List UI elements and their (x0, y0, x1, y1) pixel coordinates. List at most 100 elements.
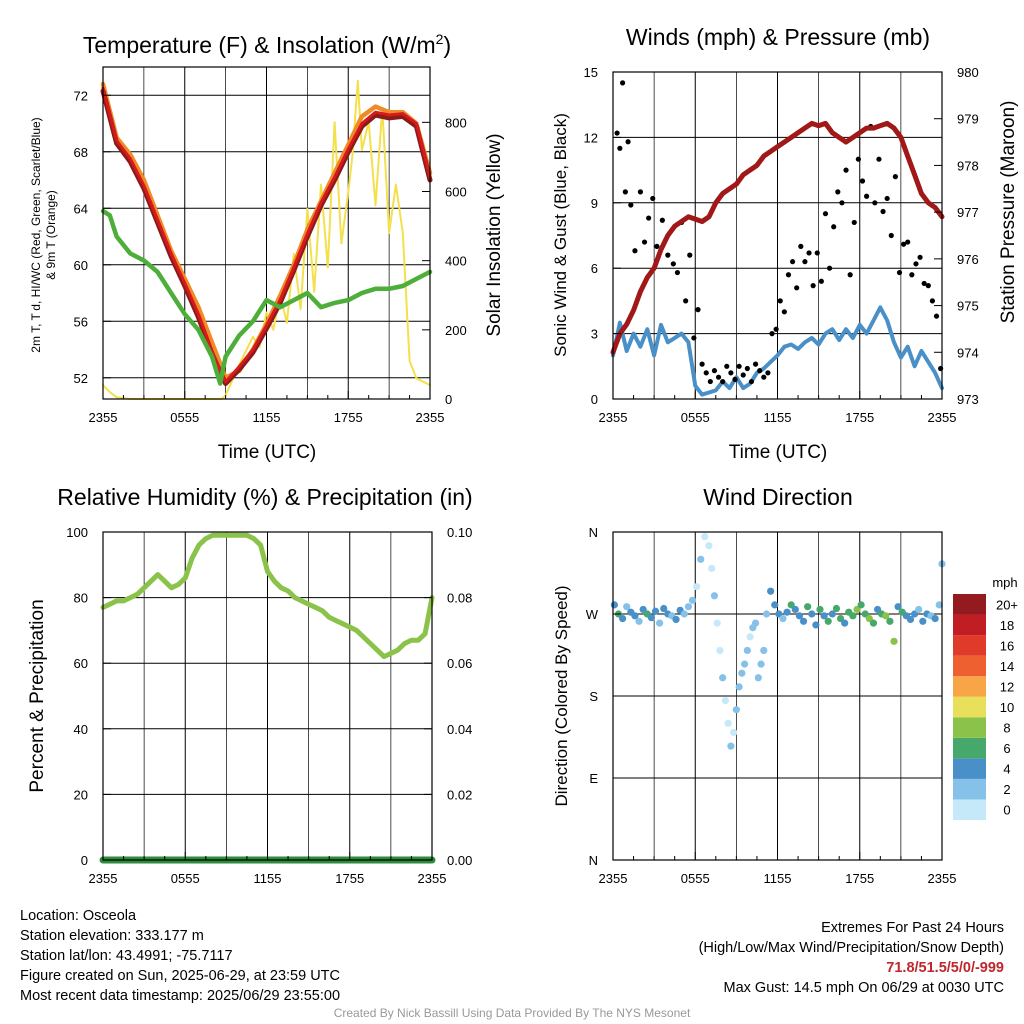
winds-panel: Winds (mph) & Pressure (mb) 2355 0555 1155… (551, 24, 1019, 463)
created-text: Figure created on Sun, 2025-06-29, at 23… (20, 966, 340, 986)
colorbar-label: 18 (1000, 618, 1014, 633)
station-info: Location: Osceola Station elevation: 333… (20, 906, 340, 1006)
gust-point (646, 215, 651, 220)
gust-point (790, 259, 795, 264)
x-tick-label: 1755 (845, 410, 874, 425)
colorbar-label: 10 (1000, 700, 1014, 715)
gust-point (687, 253, 692, 258)
y-tick-label: 40 (74, 722, 88, 737)
direction-point (672, 616, 679, 623)
gust-point (728, 370, 733, 375)
gust-point (704, 370, 709, 375)
direction-point (812, 621, 819, 628)
direction-point (716, 647, 723, 654)
colorbar-swatch (953, 779, 986, 800)
humidity-ylabel: Percent & Precipitation (27, 599, 48, 792)
gust-point (654, 244, 659, 249)
direction-point (730, 729, 737, 736)
gust-point (806, 250, 811, 255)
y2-tick-label: 800 (445, 115, 467, 130)
y2-tick-label: 0.08 (447, 591, 472, 606)
y2-tick-label: 980 (957, 65, 979, 80)
direction-point (705, 542, 712, 549)
direction-point (752, 620, 759, 627)
wind-direction-grid (613, 532, 942, 860)
direction-point (701, 533, 708, 540)
y-tick-label: 80 (74, 591, 88, 606)
gust-point (741, 372, 746, 377)
y2-tick-label: 0.10 (447, 525, 472, 540)
x-tick-label: 0555 (171, 871, 200, 886)
gust-point (778, 298, 783, 303)
x-tick-label: 2355 (418, 871, 447, 886)
x-tick-label: 0555 (170, 410, 199, 425)
gust-point (876, 157, 881, 162)
temperature-x-ticks: 2355 0555 1155 1755 2355 (89, 391, 445, 425)
direction-point (755, 674, 762, 681)
extremes-values: 71.8/51.5/5/0/-999 (699, 958, 1004, 978)
recent-text: Most recent data timestamp: 2025/06/29 2… (20, 986, 340, 1006)
y2-tick-label: 0 (445, 392, 452, 407)
gust-point (823, 211, 828, 216)
gust-point (798, 244, 803, 249)
colorbar-label: 14 (1000, 659, 1014, 674)
gust-point (835, 189, 840, 194)
gust-point (691, 335, 696, 340)
direction-point (648, 614, 655, 621)
y-tick-label: 60 (74, 258, 88, 273)
y-tick-label: 6 (591, 261, 598, 276)
y-tick-label: N (589, 853, 598, 868)
y-tick-label: 9 (591, 196, 598, 211)
direction-point (760, 647, 767, 654)
gust-point (724, 364, 729, 369)
direction-point (681, 610, 688, 617)
x-tick-label: 0555 (681, 410, 710, 425)
colorbar-label: 0 (1003, 803, 1010, 818)
gust-point (819, 279, 824, 284)
colorbar-swatch (953, 758, 986, 779)
y-tick-label: 3 (591, 327, 598, 342)
winds-series (613, 80, 943, 394)
direction-point (708, 565, 715, 572)
gust-point (660, 218, 665, 223)
y2-tick-label: 200 (445, 323, 467, 338)
colorbar-label: 8 (1003, 721, 1010, 736)
gust-point (843, 168, 848, 173)
x-tick-label: 2355 (928, 871, 957, 886)
y-tick-label: 52 (74, 371, 88, 386)
gust-point (700, 362, 705, 367)
direction-point (736, 683, 743, 690)
temperature-panel: Temperature (F) & Insolation (W/m2) 2355… (29, 31, 505, 463)
direction-point (779, 615, 786, 622)
y-tick-label: 60 (74, 656, 88, 671)
x-tick-label: 2355 (416, 410, 445, 425)
gust-point (889, 233, 894, 238)
direction-point (711, 592, 718, 599)
x-tick-label: 0555 (681, 871, 710, 886)
direction-point (722, 697, 729, 704)
gust-point (930, 298, 935, 303)
latlon-text: Station lat/lon: 43.4991; -75.7117 (20, 946, 340, 966)
y2-tick-label: 975 (957, 299, 979, 314)
gust-point (615, 130, 620, 135)
wind-direction-ylabel: Direction (Colored By Speed) (552, 585, 571, 806)
y-tick-label: 100 (66, 525, 88, 540)
wind-direction-y-ticks: NESWN (586, 525, 621, 868)
y-tick-label: 0 (81, 853, 88, 868)
gust-point (708, 379, 713, 384)
direction-point (611, 601, 618, 608)
gust-point (671, 261, 676, 266)
colorbar-label: 4 (1003, 762, 1010, 777)
direction-point (833, 605, 840, 612)
gust-point (665, 253, 670, 258)
gust-point (757, 368, 762, 373)
speed-colorbar: mph 02468101214161820+ (953, 575, 1018, 820)
direction-point (685, 603, 692, 610)
colorbar-label: 12 (1000, 679, 1014, 694)
direction-point (792, 606, 799, 613)
direction-point (808, 610, 815, 617)
winds-y-ticks: 0 3 6 9 12 15 (584, 65, 621, 407)
y2-tick-label: 974 (957, 345, 979, 360)
direction-point (886, 618, 893, 625)
colorbar-label: 6 (1003, 741, 1010, 756)
